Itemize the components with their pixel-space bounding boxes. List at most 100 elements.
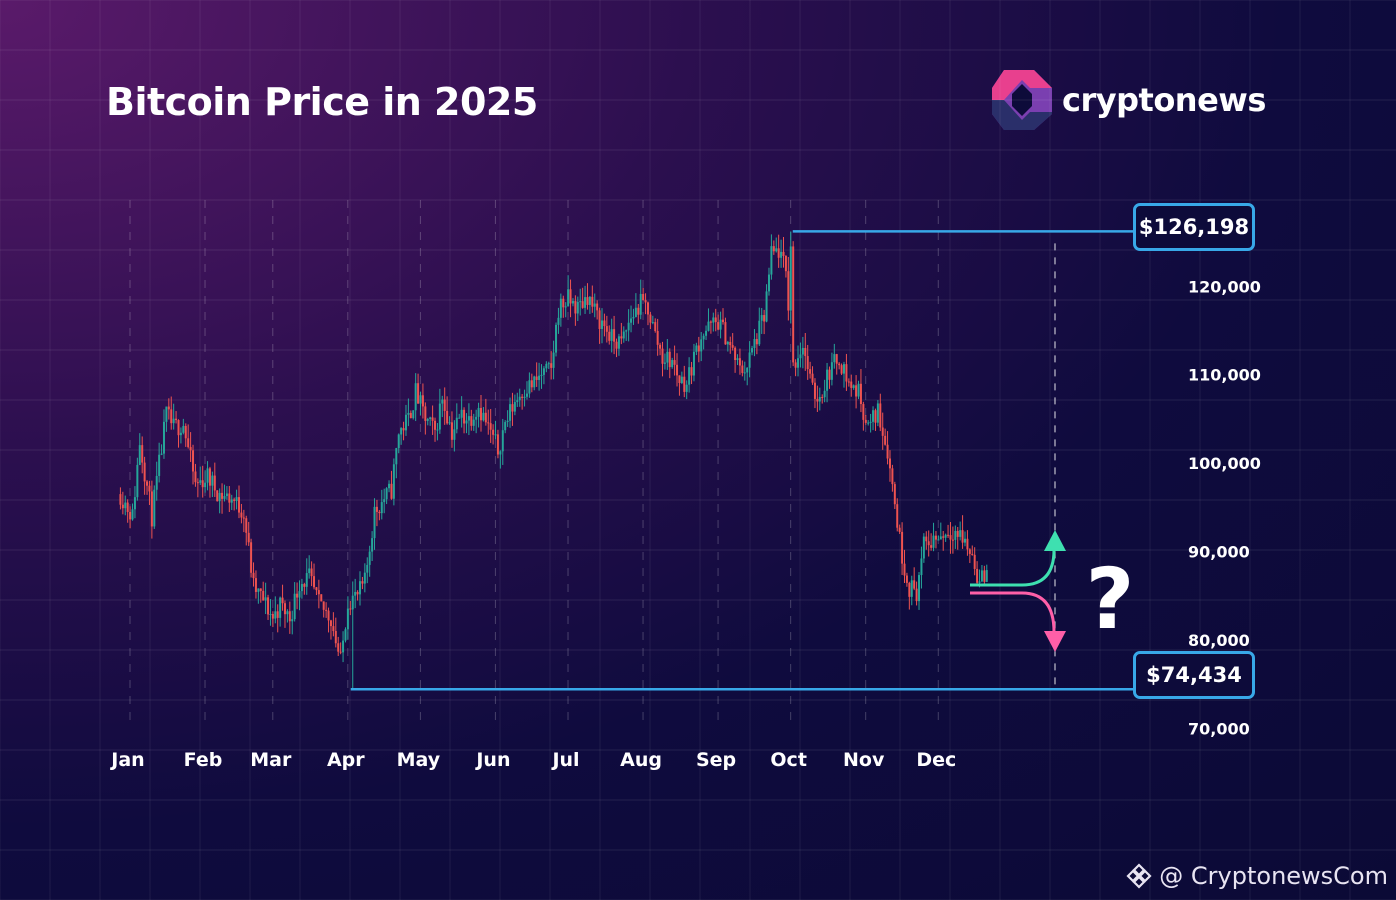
candle-body (351, 595, 354, 610)
candle-body (939, 536, 942, 540)
candle-body (146, 481, 149, 486)
candle-body (453, 429, 456, 440)
candle-body (925, 536, 928, 542)
candle-body (947, 534, 950, 536)
candle-body (463, 409, 466, 424)
candle-body (250, 542, 253, 573)
candle-body (499, 451, 502, 455)
candle-body (673, 360, 676, 365)
candle-body (533, 376, 536, 388)
candle-body (349, 608, 352, 610)
candle-body (918, 575, 921, 602)
candle-body (458, 417, 461, 419)
candle-body (719, 319, 722, 330)
up-scenario-line (970, 549, 1056, 587)
candle-body (162, 421, 165, 454)
y-tick-label: 100,000 (1188, 454, 1261, 473)
candle-body (813, 382, 816, 399)
candle-body (467, 416, 470, 421)
candle-body (342, 640, 345, 653)
candle-body (937, 539, 940, 541)
candle-body (934, 535, 937, 540)
candle-body (966, 538, 969, 550)
candle-body (276, 611, 279, 618)
candle-body (337, 643, 340, 652)
candle-body (562, 298, 565, 308)
candle-body (753, 339, 756, 349)
candle-body (649, 314, 652, 323)
candle-body (601, 320, 603, 329)
price-levels (350, 230, 1134, 691)
candle-body (424, 406, 427, 421)
candle-body (305, 573, 308, 587)
candle-body (528, 380, 531, 394)
candle-body (279, 597, 282, 618)
candle-body (346, 608, 349, 630)
candle-body (973, 554, 976, 569)
candle-body (400, 428, 403, 435)
candle-body (407, 412, 410, 415)
candle-body (329, 620, 332, 627)
candle-body (564, 306, 567, 308)
candle-body (726, 341, 729, 345)
candle-body (354, 591, 357, 596)
candle-body (712, 317, 715, 323)
candle-body (818, 397, 821, 402)
candle-body (245, 518, 248, 533)
candle-body (494, 434, 497, 436)
candle-body (504, 422, 507, 431)
x-axis: Jan Feb Mar Apr May Jun Jul Aug Sep Oct Nov Dec (109, 749, 956, 771)
x-tick-label: Nov (843, 749, 885, 771)
candle-body (760, 315, 763, 321)
candle-body (676, 364, 679, 376)
low-price-label: $74,434 (1133, 651, 1255, 699)
candle-body (460, 409, 463, 418)
candle-body (598, 310, 601, 329)
candle-body (535, 376, 538, 380)
candle-body (789, 246, 792, 311)
candle-body (680, 376, 683, 383)
candle-body (659, 344, 662, 349)
x-tick-label: Aug (620, 749, 662, 771)
candle-body (397, 434, 400, 449)
candle-body (683, 376, 686, 392)
brand-name: cryptonews (1062, 81, 1266, 119)
candle-body (746, 367, 749, 373)
candle-body (971, 553, 974, 555)
candle-body (361, 581, 364, 584)
question-mark-icon: ? (1086, 550, 1135, 648)
candle-body (421, 395, 424, 407)
candle-body (872, 410, 875, 422)
candle-body (518, 396, 521, 401)
candle-body (722, 319, 724, 323)
candle-body (238, 497, 240, 513)
candle-body (303, 584, 306, 587)
chart-title: Bitcoin Price in 2025 (106, 80, 538, 124)
candle-body (855, 385, 858, 397)
candle-body (274, 611, 277, 619)
candle-body (291, 619, 294, 622)
candle-body (869, 421, 872, 423)
candle-body (879, 403, 882, 428)
candle-body (663, 362, 666, 364)
candle-body (380, 502, 383, 514)
candle-body (734, 347, 737, 361)
candle-body (264, 597, 267, 601)
candle-body (637, 307, 640, 315)
candle-body (622, 331, 625, 339)
candle-body (920, 558, 923, 576)
candle-body (221, 492, 224, 499)
candle-body (625, 330, 628, 332)
candle-body (830, 362, 833, 380)
candle-body (782, 251, 785, 256)
y-tick-label: 80,000 (1188, 631, 1250, 650)
candle-body (269, 614, 272, 616)
candle-body (772, 246, 775, 252)
candle-body (436, 429, 439, 431)
candle-body (908, 582, 911, 597)
x-tick-label: May (397, 749, 441, 771)
candle-body (705, 330, 708, 336)
candle-body (267, 597, 270, 615)
candle-body (741, 365, 744, 373)
